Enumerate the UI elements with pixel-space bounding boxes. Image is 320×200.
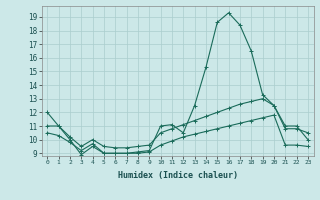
X-axis label: Humidex (Indice chaleur): Humidex (Indice chaleur) <box>118 171 237 180</box>
